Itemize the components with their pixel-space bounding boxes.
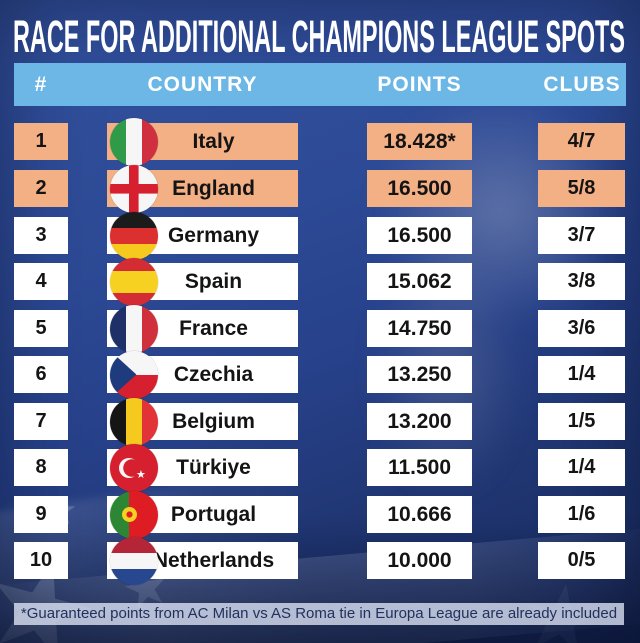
header-rank: # [34, 73, 48, 96]
country-cell: France [107, 304, 298, 353]
table-row: 8 Türkiye 11.500 1/4 [0, 443, 640, 492]
table-row: 6 Czechia 13.250 1/4 [0, 350, 640, 399]
clubs-cell: 1/4 [538, 356, 625, 393]
country-name: Italy [192, 130, 235, 153]
country-name: Portugal [170, 503, 257, 526]
header-country: COUNTRY [147, 73, 258, 96]
clubs-cell: 3/8 [538, 263, 625, 300]
points-cell: 10.000 [367, 542, 472, 579]
table-row: 10 Netherlands 10.000 0/5 [0, 536, 640, 585]
country-name: France [179, 317, 248, 340]
clubs-cell: 3/7 [538, 217, 625, 254]
rank-cell: 9 [14, 496, 68, 533]
clubs-cell: 4/7 [538, 123, 625, 160]
country-name: Türkiye [176, 456, 251, 479]
country-cell: Germany [107, 211, 298, 260]
points-cell: 14.750 [367, 310, 472, 347]
country-cell: Czechia [107, 350, 298, 399]
points-cell: 16.500 [367, 217, 472, 254]
rank-cell: 1 [14, 123, 68, 160]
rank-cell: 6 [14, 356, 68, 393]
points-cell: 13.250 [367, 356, 472, 393]
points-cell: 15.062 [367, 263, 472, 300]
clubs-cell: 5/8 [538, 170, 625, 207]
points-cell: 11.500 [367, 449, 472, 486]
country-cell: Italy [107, 117, 298, 166]
points-cell: 13.200 [367, 403, 472, 440]
country-name: England [172, 177, 255, 200]
table-row: 4 Spain 15.062 3/8 [0, 257, 640, 306]
table-row: 2 England 16.500 5/8 [0, 164, 640, 213]
table-header: # COUNTRY POINTS CLUBS [14, 63, 626, 106]
rank-cell: 2 [14, 170, 68, 207]
table-row: 5 France 14.750 3/6 [0, 304, 640, 353]
page-title: RACE FOR ADDITIONAL CHAMPIONS LEAGUE SPO… [13, 11, 625, 62]
table-row: 7 Belgium 13.200 1/5 [0, 397, 640, 446]
italy-flag-icon [110, 117, 158, 166]
country-cell: Netherlands [107, 536, 298, 585]
rank-cell: 7 [14, 403, 68, 440]
country-name: Netherlands [152, 549, 275, 572]
clubs-cell: 3/6 [538, 310, 625, 347]
portugal-flag-icon [110, 490, 158, 539]
country-name: Belgium [172, 410, 255, 433]
clubs-cell: 1/5 [538, 403, 625, 440]
clubs-cell: 1/4 [538, 449, 625, 486]
title-bar: RACE FOR ADDITIONAL CHAMPIONS LEAGUE SPO… [13, 11, 625, 62]
rank-cell: 8 [14, 449, 68, 486]
country-name: Czechia [173, 363, 254, 386]
netherlands-flag-icon [110, 536, 158, 585]
spain-flag-icon [110, 257, 158, 306]
table-row: 1 Italy 18.428* 4/7 [0, 117, 640, 166]
country-name: Germany [167, 224, 260, 247]
country-cell: Portugal [107, 490, 298, 539]
points-cell: 18.428* [367, 123, 472, 160]
footnote: *Guaranteed points from AC Milan vs AS R… [14, 603, 624, 625]
country-name: Spain [184, 270, 243, 293]
table-row: 9 Portugal 10.666 1/6 [0, 490, 640, 539]
country-cell: Spain [107, 257, 298, 306]
rank-cell: 10 [14, 542, 68, 579]
czechia-flag-icon [110, 350, 158, 399]
country-cell: Belgium [107, 397, 298, 446]
turkiye-flag-icon [110, 443, 158, 492]
header-points: POINTS [377, 73, 462, 96]
clubs-cell: 0/5 [538, 542, 625, 579]
table-row: 3 Germany 16.500 3/7 [0, 211, 640, 260]
points-cell: 10.666 [367, 496, 472, 533]
germany-flag-icon [110, 211, 158, 260]
clubs-cell: 1/6 [538, 496, 625, 533]
points-cell: 16.500 [367, 170, 472, 207]
country-cell: Türkiye [107, 443, 298, 492]
rank-cell: 3 [14, 217, 68, 254]
england-flag-icon [110, 164, 158, 213]
rank-cell: 4 [14, 263, 68, 300]
country-cell: England [107, 164, 298, 213]
belgium-flag-icon [110, 397, 158, 446]
rank-cell: 5 [14, 310, 68, 347]
header-clubs: CLUBS [543, 73, 621, 96]
france-flag-icon [110, 304, 158, 353]
